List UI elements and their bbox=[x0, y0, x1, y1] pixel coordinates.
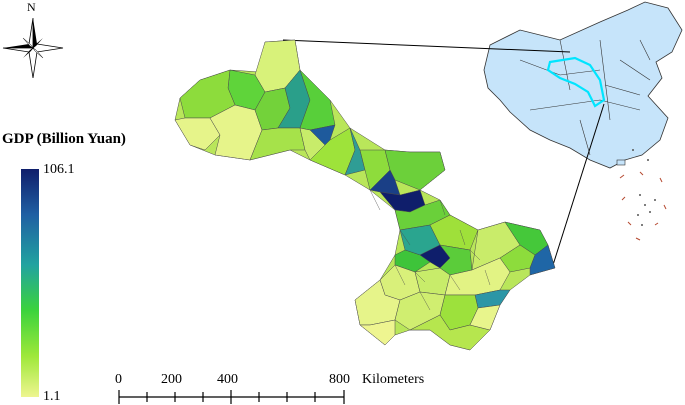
scale-tick-800: 800 bbox=[329, 372, 350, 387]
gansu-highlight bbox=[546, 56, 606, 108]
legend-min-value: 1.1 bbox=[43, 389, 61, 404]
scale-tick-400: 400 bbox=[217, 372, 238, 387]
county-lines bbox=[369, 189, 491, 311]
region-c5 bbox=[344, 127, 366, 176]
region-e3 bbox=[529, 244, 556, 276]
legend-max-value: 106.1 bbox=[43, 162, 75, 177]
region-s8 bbox=[409, 314, 491, 351]
china-outline bbox=[483, 1, 683, 169]
north-label: N bbox=[27, 0, 36, 14]
region-s10 bbox=[359, 319, 396, 346]
gansu-choropleth bbox=[174, 39, 556, 351]
connector-line-top bbox=[282, 39, 571, 53]
region-m2 bbox=[429, 214, 479, 251]
scale-bar bbox=[118, 390, 345, 404]
china-inset-map bbox=[483, 1, 683, 241]
scale-tick-200: 200 bbox=[161, 372, 182, 387]
legend-title: GDP (Billion Yuan) bbox=[2, 131, 126, 147]
legend-color-ramp bbox=[21, 169, 39, 397]
china-province-borders bbox=[519, 39, 651, 156]
region-s2 bbox=[414, 267, 451, 296]
hainan-island bbox=[616, 159, 626, 166]
region-s9 bbox=[469, 304, 501, 331]
compass-rose-icon bbox=[2, 17, 64, 79]
connector-line-bottom bbox=[552, 103, 605, 266]
scale-unit: Kilometers bbox=[362, 372, 425, 387]
scale-tick-0: 0 bbox=[115, 372, 122, 387]
region-e2 bbox=[499, 244, 536, 273]
south-china-sea-dots bbox=[632, 149, 656, 226]
south-china-sea-islands bbox=[619, 171, 667, 241]
